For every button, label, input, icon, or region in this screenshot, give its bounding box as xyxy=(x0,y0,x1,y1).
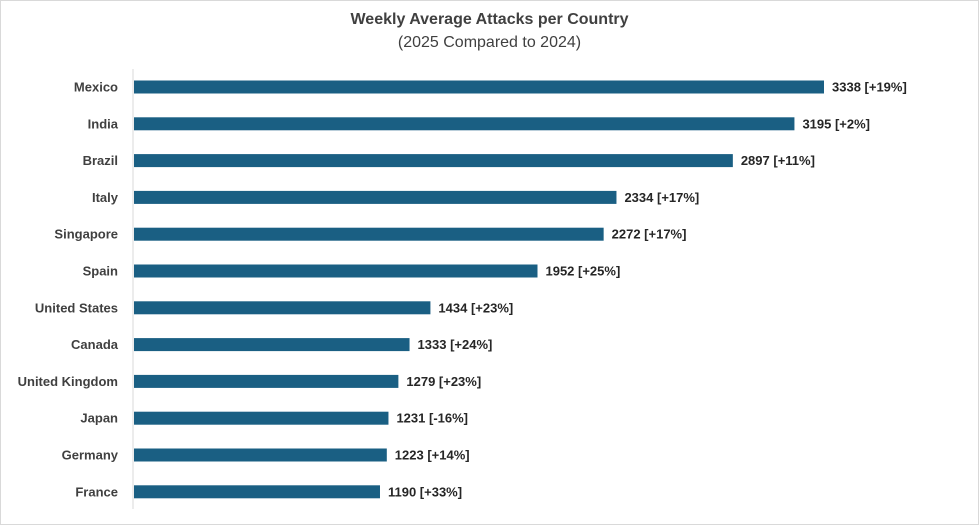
data-label: 1223 [+14%] xyxy=(395,448,470,463)
category-label: Japan xyxy=(80,411,118,426)
data-label: 3195 [+2%] xyxy=(802,116,870,131)
category-label: United Kingdom xyxy=(18,374,118,389)
bar xyxy=(134,190,617,204)
data-label: 1952 [+25%] xyxy=(545,264,620,279)
bar xyxy=(134,80,824,94)
data-label: 1190 [+33%] xyxy=(388,484,462,499)
data-label: 1434 [+23%] xyxy=(438,300,513,315)
data-label: 2897 [+11%] xyxy=(741,153,815,168)
bar xyxy=(134,154,733,168)
chart-subtitle: (2025 Compared to 2024) xyxy=(397,34,582,51)
bar xyxy=(134,301,431,315)
data-label: 1333 [+24%] xyxy=(418,337,493,352)
bar xyxy=(134,374,399,388)
chart-title: Weekly Average Attacks per Country xyxy=(350,11,629,28)
bar xyxy=(134,448,387,462)
category-label: Canada xyxy=(71,337,119,352)
data-label: 1279 [+23%] xyxy=(406,374,481,389)
bar xyxy=(134,264,538,278)
bar xyxy=(134,485,380,499)
category-label: Spain xyxy=(83,264,118,279)
category-label: India xyxy=(88,116,119,131)
data-label: 2334 [+17%] xyxy=(624,190,699,205)
data-label: 3338 [+19%] xyxy=(832,80,907,95)
bar xyxy=(134,411,389,425)
category-label: Singapore xyxy=(54,227,118,242)
category-label: Italy xyxy=(92,190,119,205)
category-label: United States xyxy=(35,300,118,315)
category-label: Mexico xyxy=(74,80,118,95)
category-label: Germany xyxy=(62,448,119,463)
category-label: France xyxy=(75,484,118,499)
data-label: 1231 [-16%] xyxy=(396,411,468,426)
data-label: 2272 [+17%] xyxy=(612,227,687,242)
bar xyxy=(134,117,795,131)
bar xyxy=(134,227,604,241)
category-label: Brazil xyxy=(83,153,118,168)
bar xyxy=(134,338,410,352)
